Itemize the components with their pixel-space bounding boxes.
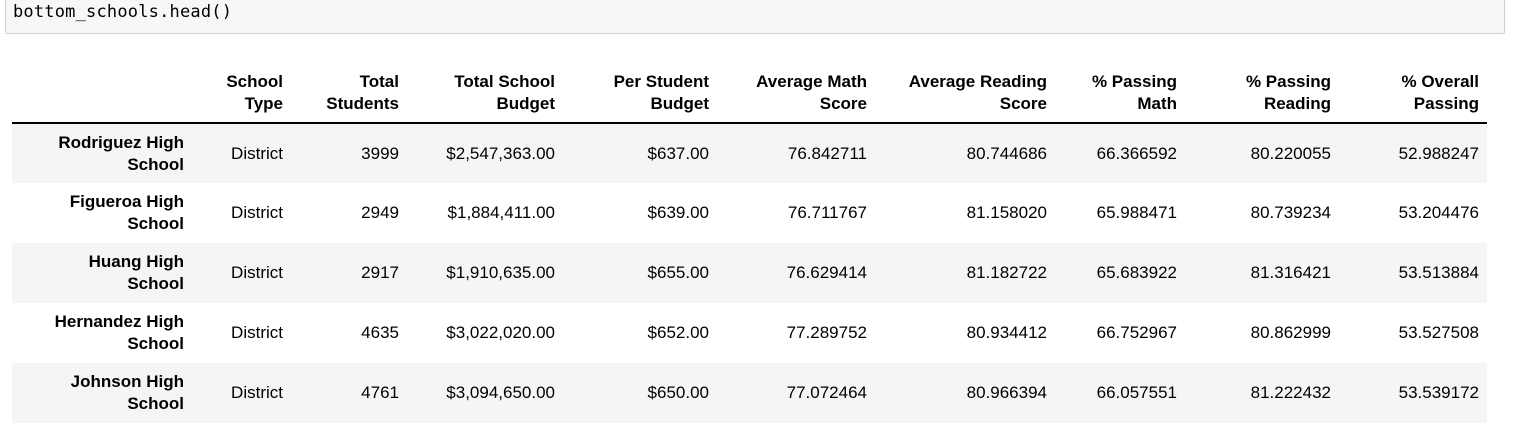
code-source-text: bottom_schools.head() [13, 2, 233, 22]
table-cell: 3999 [361, 143, 399, 163]
table-cell: 66.057551 [1096, 383, 1177, 402]
column-header: Average Math Score [717, 68, 875, 124]
table-cell: 53.539172 [1398, 383, 1479, 402]
table-cell: 76.842711 [787, 143, 867, 163]
table-cell: 4635 [361, 323, 399, 342]
table-cell: $650.00 [647, 383, 709, 402]
table-cell: $1,910,635.00 [446, 263, 555, 282]
table-cell: 53.527508 [1398, 323, 1479, 342]
table-cell: 66.752967 [1096, 323, 1177, 342]
column-header: Average Reading Score [875, 68, 1055, 124]
table-cell: 81.316421 [1250, 263, 1331, 282]
table-row: Rodriguez High School District 3999 $2,54… [12, 123, 1487, 183]
table-cell: District [231, 143, 283, 163]
row-index-label: Figueroa High School [69, 192, 184, 233]
table-cell: District [231, 383, 283, 402]
table-cell: 81.182722 [966, 263, 1047, 282]
table-cell: 53.204476 [1398, 203, 1479, 222]
header-row: School Type Total Students Total School Bud… [12, 68, 1487, 124]
table-cell: 4761 [361, 383, 399, 402]
table-cell: 81.222432 [1250, 383, 1331, 402]
table-cell: 80.934412 [966, 323, 1047, 342]
table-cell: 77.289752 [786, 323, 867, 342]
table-row: Johnson High School District 4761 $3,094,… [12, 363, 1487, 423]
row-index-label: Rodriguez High School [58, 132, 184, 174]
row-index-label: Johnson High School [70, 372, 184, 413]
table-cell: 65.988471 [1096, 203, 1177, 222]
code-input-cell[interactable]: bottom_schools.head() [5, 0, 1505, 34]
table-cell: 80.220055 [1250, 143, 1331, 163]
table-cell: 80.966394 [966, 383, 1047, 402]
table-body: Rodriguez High School District 3999 $2,54… [12, 123, 1487, 423]
table-cell: $3,094,650.00 [446, 383, 555, 402]
table-cell: $637.00 [647, 143, 709, 163]
table-row: Figueroa High School District 2949 $1,884… [12, 183, 1487, 243]
table-cell: 66.366592 [1096, 143, 1177, 163]
table-cell: 2949 [361, 203, 399, 222]
column-header: School Type [192, 68, 291, 124]
column-header: % Passing Math [1055, 68, 1185, 124]
table-cell: 77.072464 [786, 383, 867, 402]
table-cell: 80.862999 [1250, 323, 1331, 342]
table-cell: $655.00 [647, 263, 709, 282]
table-cell: $1,884,411.00 [447, 203, 555, 222]
table-cell: 76.711767 [787, 203, 867, 222]
table-cell: 52.988247 [1398, 143, 1479, 163]
row-index-label: Hernandez High School [54, 312, 184, 353]
table-cell: 81.158020 [966, 203, 1047, 222]
column-header: % Passing Reading [1185, 68, 1339, 124]
table-cell: 2917 [361, 263, 399, 282]
column-header: % Overall Passing [1339, 68, 1487, 124]
table-cell: $2,547,363.00 [446, 143, 555, 163]
table-cell: $652.00 [647, 323, 709, 342]
table-cell: District [231, 203, 283, 222]
table-cell: 65.683922 [1096, 263, 1177, 282]
column-header: Per Student Budget [563, 68, 717, 124]
table-cell: District [231, 263, 283, 282]
table-row: Hernandez High School District 4635 $3,02… [12, 303, 1487, 363]
table-cell: $639.00 [647, 203, 709, 222]
row-index-label: Huang High School [88, 252, 184, 293]
table-cell: $3,022,020.00 [446, 323, 555, 342]
table-row: Huang High School District 2917 $1,910,63… [12, 243, 1487, 303]
table-header: School Type Total Students Total School Bud… [12, 68, 1487, 124]
index-header-cell [12, 68, 192, 124]
table-cell: 53.513884 [1398, 263, 1479, 282]
table-cell: 80.744686 [966, 143, 1047, 163]
table-cell: 80.739234 [1250, 203, 1331, 222]
column-header: Total Students [291, 68, 407, 124]
dataframe-output-table: School Type Total Students Total School Bud… [12, 68, 1487, 423]
table-cell: District [231, 323, 283, 342]
table-cell: 76.629414 [786, 263, 867, 282]
column-header: Total School Budget [407, 68, 563, 124]
